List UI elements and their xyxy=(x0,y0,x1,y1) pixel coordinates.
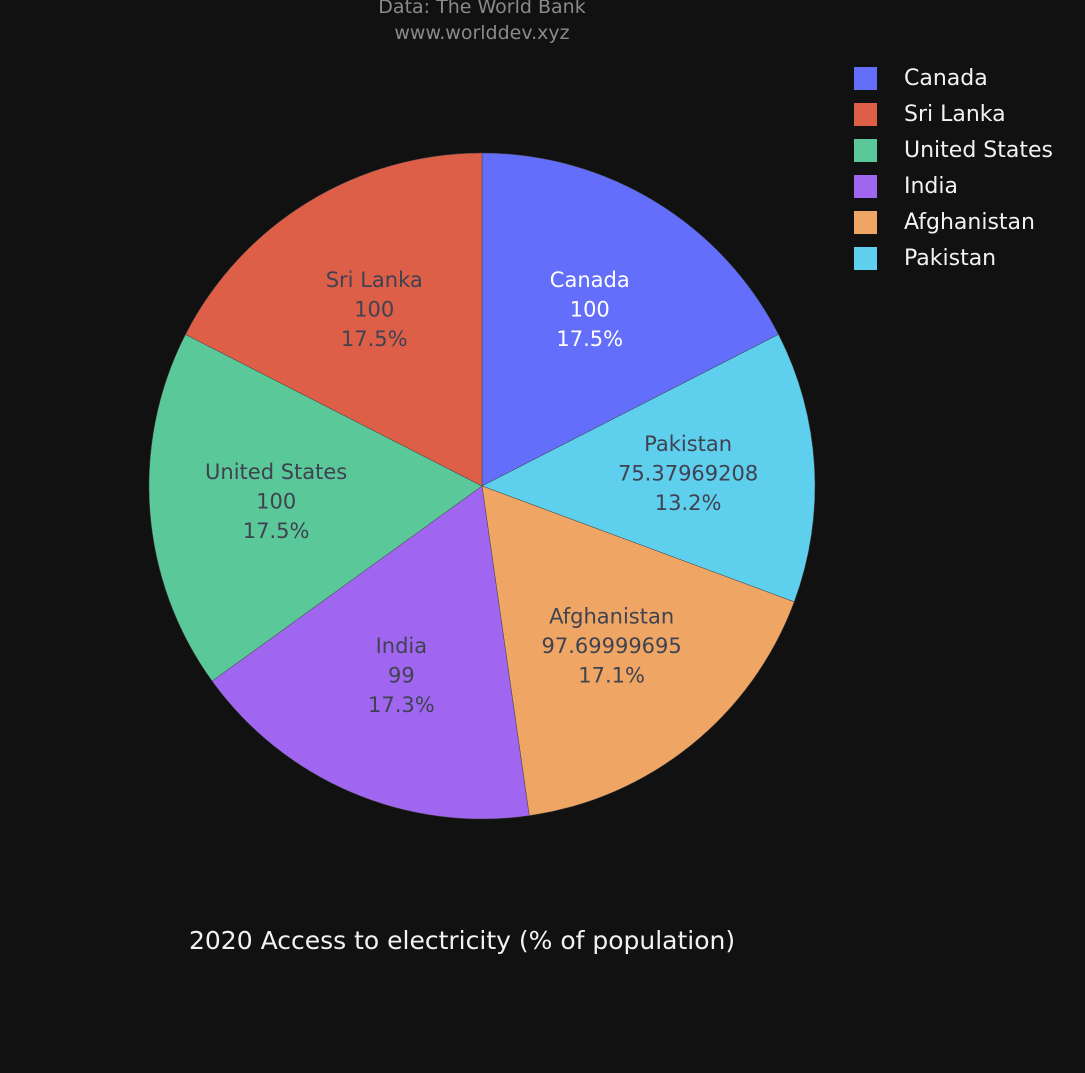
legend: Canada Sri Lanka United States India Afghani… xyxy=(854,60,1053,276)
slice-label-canada: Canada 100 17.5% xyxy=(550,268,630,351)
slice-value: 100 xyxy=(570,297,610,321)
legend-swatch xyxy=(854,210,877,234)
slice-name: Canada xyxy=(550,268,630,292)
legend-label: United States xyxy=(904,137,1053,163)
slice-value: 100 xyxy=(354,297,394,321)
legend-item-sri-lanka[interactable]: Sri Lanka xyxy=(854,96,1053,132)
slice-percent: 17.3% xyxy=(368,693,435,717)
pie-slice-afghanistan[interactable] xyxy=(481,485,795,816)
slice-name: Sri Lanka xyxy=(326,268,423,292)
legend-item-canada[interactable]: Canada xyxy=(854,60,1053,96)
slice-value: 99 xyxy=(388,664,415,688)
slice-name: United States xyxy=(205,460,347,484)
legend-swatch xyxy=(854,138,877,162)
slice-label-sri-lanka: Sri Lanka 100 17.5% xyxy=(326,268,423,351)
source-url: www.worlddev.xyz xyxy=(394,22,570,44)
legend-label: Canada xyxy=(904,65,988,91)
legend-swatch xyxy=(854,174,877,198)
slice-percent: 17.1% xyxy=(578,664,645,688)
legend-swatch xyxy=(854,66,877,90)
legend-label: Pakistan xyxy=(904,245,997,271)
legend-item-pakistan[interactable]: Pakistan xyxy=(854,240,1053,276)
slice-value: 100 xyxy=(256,489,296,513)
legend-label: Sri Lanka xyxy=(904,101,1006,127)
legend-label: India xyxy=(904,173,958,199)
slice-label-afghanistan: Afghanistan 97.69999695 17.1% xyxy=(541,605,681,688)
legend-label: Afghanistan xyxy=(904,209,1035,235)
slice-label-united-states: United States 100 17.5% xyxy=(205,460,347,543)
legend-swatch xyxy=(854,102,877,126)
slice-label-india: India 99 17.3% xyxy=(368,634,435,717)
slice-percent: 17.5% xyxy=(243,519,310,543)
slice-name: Afghanistan xyxy=(549,605,674,629)
source-credit: Data: The World Bank xyxy=(378,0,586,18)
pie-slice-canada[interactable] xyxy=(481,152,779,487)
slice-percent: 17.5% xyxy=(556,327,623,351)
legend-item-afghanistan[interactable]: Afghanistan xyxy=(854,204,1053,240)
slice-label-pakistan: Pakistan 75.37969208 13.2% xyxy=(618,432,758,515)
slice-percent: 13.2% xyxy=(655,491,722,515)
legend-item-india[interactable]: India xyxy=(854,168,1053,204)
legend-swatch xyxy=(854,246,877,270)
pie-slice-sri-lanka[interactable] xyxy=(185,152,483,487)
slice-value: 97.69999695 xyxy=(541,634,681,658)
pie-slice-united-states[interactable] xyxy=(148,334,483,682)
slice-name: Pakistan xyxy=(644,432,732,456)
slice-value: 75.37969208 xyxy=(618,461,758,485)
pie-slice-india[interactable] xyxy=(211,485,530,820)
pie-slice-pakistan[interactable] xyxy=(481,334,816,603)
slice-name: India xyxy=(376,634,428,658)
legend-item-united-states[interactable]: United States xyxy=(854,132,1053,168)
slice-percent: 17.5% xyxy=(341,327,408,351)
chart-title: 2020 Access to electricity (% of populat… xyxy=(189,926,736,955)
